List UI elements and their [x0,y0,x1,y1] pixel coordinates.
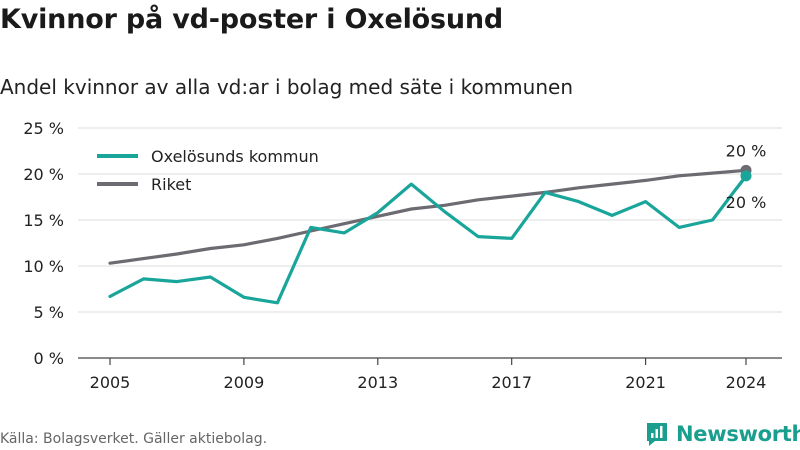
y-tick-label: 15 % [23,211,64,230]
end-label-riket: 20 % [726,141,767,160]
newsworthy-logo-text: Newsworthy [676,422,800,446]
y-tick-label: 10 % [23,257,64,276]
newsworthy-logo[interactable]: Newsworthy [645,420,800,448]
x-tick-label: 2021 [625,373,666,392]
x-tick-label: 2013 [357,373,398,392]
y-tick-label: 20 % [23,165,64,184]
y-tick-label: 25 % [23,119,64,138]
series-line-riket [108,168,748,265]
end-label-leader-oxelosund [737,178,746,189]
x-tick-label: 2009 [224,373,265,392]
x-tick-label: 2024 [726,373,767,392]
y-tick-label: 0 % [34,349,64,368]
legend-item-oxelosund-label: Oxelösunds kommun [151,147,319,166]
end-marker-oxelosund [740,170,752,182]
chart-subtitle: Andel kvinnor av alla vd:ar i bolag med … [0,75,573,99]
newsworthy-logo-icon [647,423,667,446]
y-tick-label: 5 % [34,303,64,322]
source-note: Källa: Bolagsverket. Gäller aktiebolag. [0,431,268,447]
series-line-oxelosund [108,174,748,305]
end-label-oxelosund: 20 % [726,193,767,212]
chart-title: Kvinnor på vd-poster i Oxelösund [0,4,504,35]
x-tick-label: 2005 [90,373,131,392]
x-tick-label: 2017 [491,373,532,392]
legend-item-riket-label: Riket [151,175,191,194]
